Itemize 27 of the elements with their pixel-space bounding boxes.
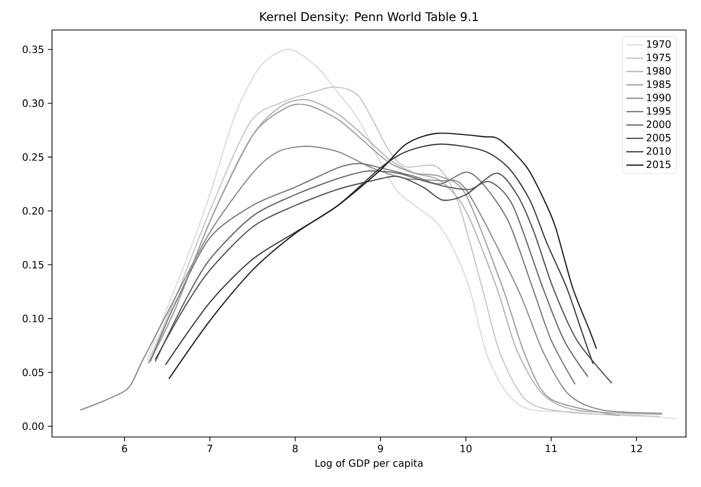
x-tick-label: 10 (460, 444, 472, 452)
x-tick-label: 6 (122, 444, 128, 452)
y-tick-label: 0.30 (22, 99, 44, 107)
x-tick-label: 11 (546, 444, 557, 452)
y-tick-label: 0.35 (22, 46, 44, 54)
legend-label: 1975 (647, 54, 670, 62)
x-tick-label: 7 (208, 444, 212, 452)
x-axis-title: Log of GDP per capita (316, 459, 422, 469)
y-tick-label: 0.25 (22, 153, 44, 161)
legend-label: 1970 (647, 40, 671, 48)
y-tick-label: 0.00 (22, 422, 44, 430)
legend-label: 1980 (647, 67, 671, 75)
x-tick-label: 9 (378, 444, 383, 452)
x-tick-label: 8 (292, 444, 298, 452)
legend-label: 2000 (646, 120, 671, 128)
legend-label: 2010 (646, 147, 671, 155)
legend-label: 1995 (647, 107, 670, 115)
x-tick-label: 12 (631, 444, 642, 452)
y-tick-label: 0.05 (22, 368, 44, 376)
legend-label: 2015 (646, 160, 670, 168)
y-tick-label: 0.20 (22, 207, 44, 215)
legend-label: 2005 (646, 134, 670, 142)
legend-label: 1985 (647, 80, 670, 88)
y-tick-label: 0.15 (22, 260, 44, 268)
y-tick-label: 0.10 (22, 314, 44, 322)
legend-label: 1990 (647, 94, 671, 102)
chart-title: Kernel Density: Penn World Table 9.1 (260, 12, 478, 24)
